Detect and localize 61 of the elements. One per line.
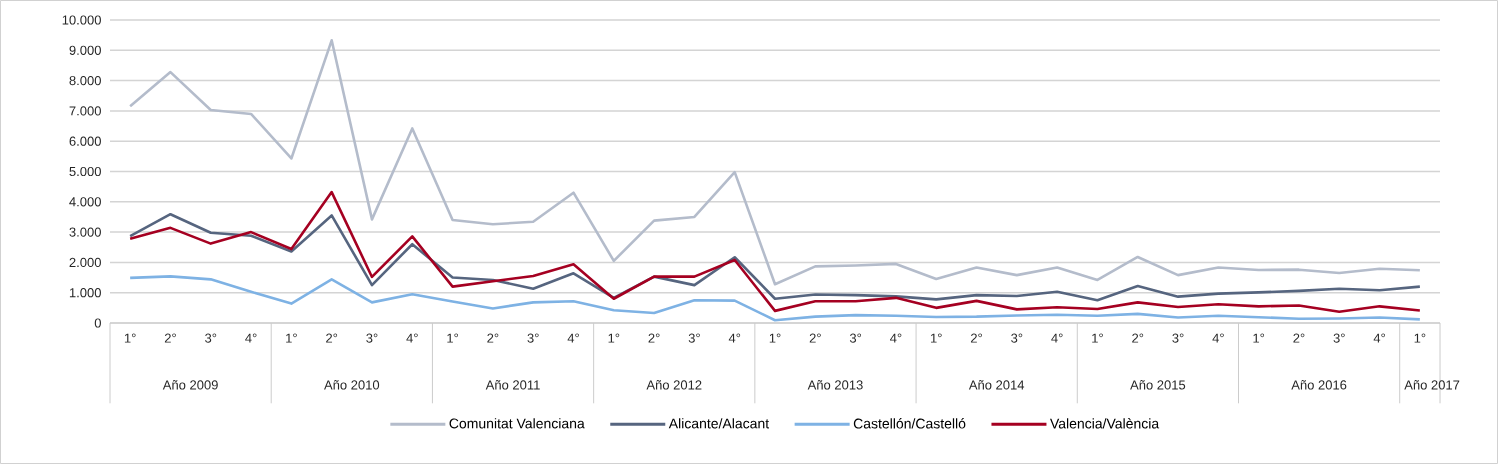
x-tick-label: 1° xyxy=(769,333,781,343)
x-tick-label: 1° xyxy=(447,333,459,343)
legend-label: Alicante/Alacant xyxy=(668,418,770,429)
x-tick-label: 2° xyxy=(164,333,176,343)
line-series xyxy=(128,212,1422,302)
text: Año 2015 xyxy=(1130,380,1186,390)
x-tick-label: 4° xyxy=(567,333,579,343)
line-series xyxy=(128,190,1422,314)
x-tick-label: 3° xyxy=(1172,333,1184,343)
y-tick-label: 10.000 xyxy=(62,15,101,25)
text: Año 2013 xyxy=(807,380,863,390)
y-tick-label: 4.000 xyxy=(69,197,101,207)
legend-label: Castellón/Castelló xyxy=(853,418,966,429)
x-tick-label: 2° xyxy=(1293,333,1305,343)
text: Año 2017 xyxy=(1404,380,1460,390)
x-tick-label: 4° xyxy=(245,333,257,343)
x-tick-label: 2° xyxy=(809,333,821,343)
text: Año 2009 xyxy=(162,380,218,390)
text: Año 2010 xyxy=(324,380,380,390)
x-tick-label: 4° xyxy=(406,333,418,343)
y-tick-label: 7.000 xyxy=(69,106,101,116)
line-series xyxy=(128,275,1422,322)
x-tick-label: 2° xyxy=(648,333,660,343)
x-tick-label: 3° xyxy=(205,333,217,343)
text: Año 2016 xyxy=(1291,380,1347,390)
y-tick-label: 9.000 xyxy=(69,45,101,55)
text: Año 2011 xyxy=(485,380,540,390)
x-tick-label: 3° xyxy=(527,333,539,343)
x-tick-label: 1° xyxy=(124,333,136,343)
x-tick-label: 2° xyxy=(1132,333,1144,343)
text: Año 2014 xyxy=(968,380,1025,390)
x-tick-label: 4° xyxy=(1373,333,1385,343)
y-tick-label: 6.000 xyxy=(69,136,101,146)
y-tick-label: 5.000 xyxy=(69,166,101,177)
x-tick-label: 2° xyxy=(326,333,338,343)
x-tick-label: 1° xyxy=(1253,333,1265,343)
y-tick-label: 3.000 xyxy=(69,227,101,237)
legend-label: Valencia/València xyxy=(1050,418,1160,429)
x-tick-label: 3° xyxy=(1011,333,1023,343)
y-tick-label: 8.000 xyxy=(69,75,101,86)
x-tick-label: 2° xyxy=(487,333,499,343)
x-tick-label: 3° xyxy=(849,333,862,343)
x-tick-label: 4° xyxy=(890,333,902,343)
legend-label: Comunitat Valenciana xyxy=(449,418,585,429)
x-tick-label: 1° xyxy=(286,333,297,343)
x-tick-label: 4° xyxy=(1212,333,1224,343)
line-series xyxy=(128,39,1422,286)
x-tick-label: 1° xyxy=(1092,333,1103,343)
y-tick-label: 2.000 xyxy=(69,257,101,267)
x-tick-label: 4° xyxy=(1051,333,1063,343)
x-tick-label: 1° xyxy=(930,333,942,343)
y-tick-label: 0 xyxy=(94,318,101,328)
text: Año 2012 xyxy=(646,380,702,390)
x-tick-label: 3° xyxy=(688,333,700,343)
x-tick-label: 2° xyxy=(970,333,982,343)
x-tick-label: 3° xyxy=(1333,333,1345,343)
x-tick-label: 4° xyxy=(728,333,741,343)
y-tick-label: 1.000 xyxy=(69,288,101,298)
x-tick-label: 3° xyxy=(366,333,378,343)
x-tick-label: 1° xyxy=(1414,333,1426,343)
x-tick-label: 1° xyxy=(608,333,620,343)
